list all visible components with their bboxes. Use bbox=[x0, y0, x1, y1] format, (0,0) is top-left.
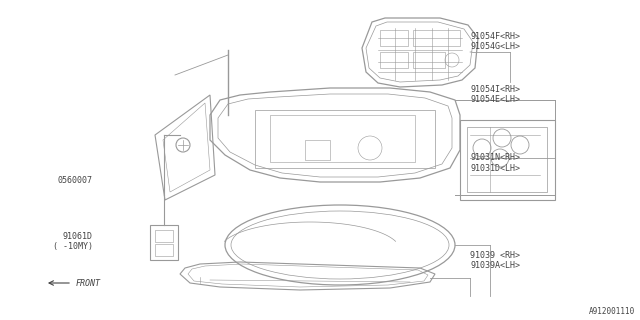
Bar bbox=[467, 127, 547, 192]
Bar bbox=[460, 120, 555, 200]
Text: 0560007: 0560007 bbox=[58, 176, 93, 185]
Text: A912001110: A912001110 bbox=[589, 307, 635, 316]
Text: 91054F<RH>
91054G<LH>: 91054F<RH> 91054G<LH> bbox=[470, 32, 520, 51]
Bar bbox=[155, 244, 173, 256]
Bar bbox=[150, 225, 178, 260]
Text: 91054I<RH>
91054E<LH>: 91054I<RH> 91054E<LH> bbox=[470, 85, 520, 104]
Bar bbox=[155, 230, 173, 242]
Text: 91061D
( -10MY): 91061D ( -10MY) bbox=[52, 232, 93, 251]
Text: FRONT: FRONT bbox=[76, 278, 101, 287]
Text: 91031N<RH>
91031D<LH>: 91031N<RH> 91031D<LH> bbox=[470, 154, 520, 173]
Text: 91039 <RH>
91039A<LH>: 91039 <RH> 91039A<LH> bbox=[470, 251, 520, 270]
